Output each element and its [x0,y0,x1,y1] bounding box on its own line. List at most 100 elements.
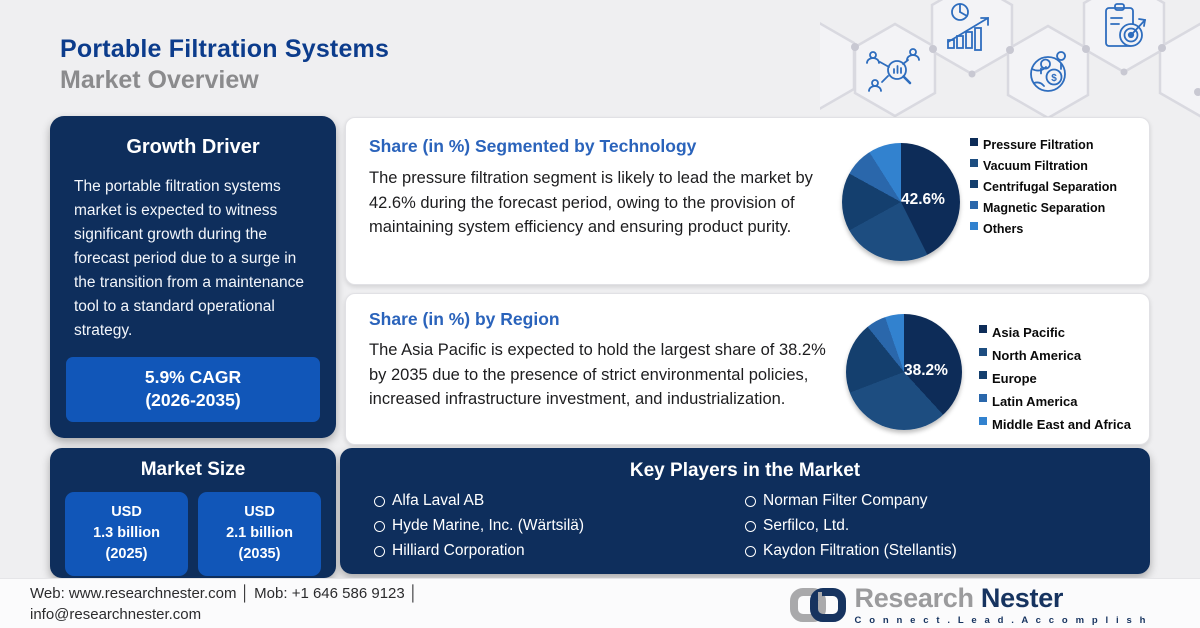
legend-swatch [979,325,987,333]
bullet-ring-icon [374,520,385,532]
legend-swatch [970,222,978,230]
player-name: Norman Filter Company [763,492,928,509]
region-legend: Asia Pacific North America Europe Latin … [979,325,1131,440]
year-label: (2035) [238,546,281,563]
legend-item: Pressure Filtration [970,138,1117,152]
legend-item: Latin America [979,394,1131,409]
key-players-columns: Alfa Laval AB Hyde Marine, Inc. (Wärtsil… [340,492,1150,567]
global-money-icon: $ [1030,51,1066,92]
logo-tagline: C o n n e c t . L e a d . A c c o m p l … [854,614,1148,626]
network-analysis-icon [866,48,920,92]
player-name: Hilliard Corporation [392,542,525,559]
year-label: (2025) [105,546,148,563]
cagr-period: (2026-2035) [145,389,241,410]
legend-swatch [979,417,987,425]
legend-label: Vacuum Filtration [983,159,1088,173]
growth-driver-panel: Growth Driver The portable filtration sy… [50,116,336,438]
logo-name: Research Nester [855,582,1149,613]
player-name: Alfa Laval AB [392,492,485,509]
legend-item: Asia Pacific [979,325,1131,340]
cagr-value: 5.9% CAGR [144,366,242,387]
legend-label: Asia Pacific [992,325,1065,340]
logo-word-nester: Nester [980,582,1064,613]
player-item: Alfa Laval AB [374,492,745,510]
key-players-column-1: Alfa Laval AB Hyde Marine, Inc. (Wärtsil… [374,492,745,567]
legend-label: Others [983,222,1024,236]
research-nester-logo: Research Nester C o n n e c t . L e a d … [789,582,1149,626]
legend-label: Pressure Filtration [983,138,1094,152]
legend-swatch [979,371,987,379]
bullet-ring-icon [745,520,756,532]
footer: Web: www.researchnester.com │ Mob: +1 64… [0,578,1200,628]
title-line1: Portable Filtration Systems [60,35,390,63]
region-share-card: Share (in %) by Region The Asia Pacific … [345,293,1150,445]
technology-pie-chart: 42.6% [842,143,960,261]
key-players-column-2: Norman Filter Company Serfilco, Ltd. Kay… [745,492,1116,567]
legend-label: Magnetic Separation [983,201,1106,215]
technology-share-card: Share (in %) Segmented by Technology The… [345,117,1150,285]
currency-label: USD [244,504,275,520]
legend-label: Centrifugal Separation [983,180,1118,194]
region-pie-label: 38.2% [904,361,948,379]
logo-text: Research Nester C o n n e c t . L e a d … [854,582,1149,626]
market-size-values: USD 1.3 billion (2025) USD 2.1 billion (… [50,492,336,577]
legend-item: Europe [979,371,1131,386]
growth-chart-icon [947,3,989,51]
value-label: 2.1 billion [226,525,293,542]
player-item: Norman Filter Company [745,492,1116,510]
legend-swatch [979,394,987,402]
player-item: Hyde Marine, Inc. (Wärtsilä) [374,517,745,535]
bullet-ring-icon [374,495,385,507]
player-name: Serfilco, Ltd. [763,517,850,534]
title-line2: Market Overview [60,65,259,94]
market-size-2025: USD 1.3 billion (2025) [65,492,188,577]
key-players-panel: Key Players in the Market Alfa Laval AB … [340,448,1150,574]
legend-item: Centrifugal Separation [970,180,1117,194]
legend-label: Latin America [992,394,1078,409]
cagr-badge: 5.9% CAGR (2026-2035) [66,356,320,422]
page-title: Portable Filtration Systems Market Overv… [60,34,389,95]
player-item: Serfilco, Ltd. [745,517,1116,535]
legend-item: Middle East and Africa [979,417,1131,432]
technology-card-body: The pressure filtration segment is likel… [369,169,813,237]
legend-swatch [970,138,978,146]
region-card-body: The Asia Pacific is expected to hold the… [369,341,826,409]
legend-label: Europe [992,371,1037,386]
legend-item: Others [970,222,1117,236]
contact-info: Web: www.researchnester.com │ Mob: +1 64… [30,584,418,625]
growth-driver-body: The portable filtration systems market i… [74,178,305,340]
market-size-2035: USD 2.1 billion (2035) [198,492,321,577]
technology-pie-label: 42.6% [901,191,945,209]
technology-card-title: Share (in %) Segmented by Technology [369,136,697,156]
player-name: Kaydon Filtration (Stellantis) [763,542,957,559]
currency-label: USD [111,504,142,520]
market-size-panel: Market Size USD 1.3 billion (2025) USD 2… [50,448,336,578]
bullet-ring-icon [745,495,756,507]
region-pie-chart: 38.2% [846,314,962,430]
region-card-title: Share (in %) by Region [369,309,560,329]
bullet-ring-icon [745,545,756,557]
player-item: Hilliard Corporation [374,542,745,560]
legend-item: Magnetic Separation [970,201,1117,215]
contact-line1: Web: www.researchnester.com │ Mob: +1 64… [30,585,419,602]
hexagon-decoration: $ [820,0,1200,120]
chain-links-logo-icon [789,588,846,622]
market-size-title: Market Size [140,459,246,480]
legend-label: North America [992,348,1082,363]
growth-driver-title: Growth Driver [126,136,260,158]
technology-legend: Pressure Filtration Vacuum Filtration Ce… [970,138,1117,243]
legend-label: Middle East and Africa [992,417,1131,432]
target-clipboard-icon [1105,3,1147,47]
value-label: 1.3 billion [93,525,160,542]
bullet-ring-icon [374,545,385,557]
legend-swatch [979,348,987,356]
legend-item: North America [979,348,1131,363]
legend-swatch [970,180,978,188]
svg-text:$: $ [1051,73,1057,84]
player-name: Hyde Marine, Inc. (Wärtsilä) [392,517,585,534]
legend-swatch [970,201,978,209]
key-players-title: Key Players in the Market [629,460,861,481]
legend-swatch [970,159,978,167]
player-item: Kaydon Filtration (Stellantis) [745,542,1116,560]
